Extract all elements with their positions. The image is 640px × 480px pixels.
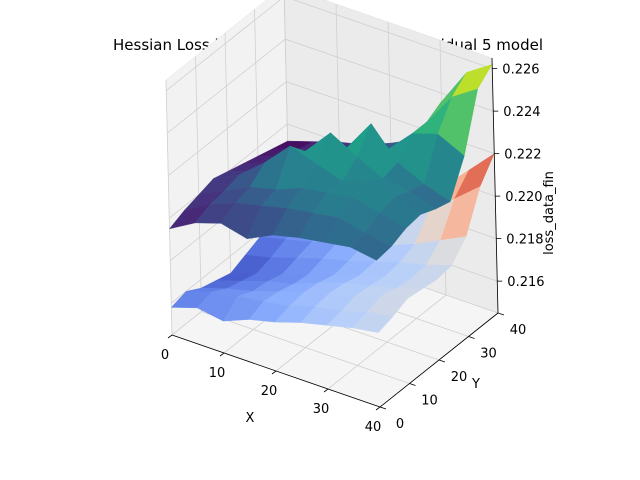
x-axis-label: X [246, 411, 255, 426]
y-tick-label: 0 [396, 417, 404, 432]
x-tick-label: 20 [261, 384, 278, 399]
x-tick-label: 30 [313, 402, 330, 417]
y-tick-mark [468, 336, 475, 339]
grid-line-y [195, 56, 410, 384]
z-axis-label: loss_data_fin [542, 171, 557, 255]
x-tick-mark [219, 352, 225, 357]
x-tick-mark [271, 370, 277, 375]
surface-lower-facet [352, 311, 394, 333]
z-axis-line [491, 57, 499, 314]
z-tick-label: 0.220 [505, 190, 542, 205]
y-tick-mark [409, 383, 416, 386]
axes-ticks: 0 10 20 30 40 0 10 20 30 40 0.216 0.218 0.220 0.222 0.… [161, 63, 545, 435]
z-tick-label: 0.224 [503, 105, 540, 120]
y-tick-label: 30 [480, 347, 497, 362]
z-tick-label: 0.216 [507, 275, 544, 290]
y-tick-label: 10 [421, 394, 438, 409]
grid-line-z [166, 0, 493, 91]
y-tick-label: 40 [510, 323, 527, 338]
x-tick-mark [167, 334, 173, 339]
z-tick-label: 0.218 [506, 233, 543, 248]
x-tick-mark [323, 388, 329, 393]
x-tick-mark [375, 406, 381, 411]
z-tick-label: 0.222 [504, 148, 541, 163]
x-tick-label: 10 [209, 366, 226, 381]
surface-main-facet [350, 232, 392, 261]
grid-line-z [167, 38, 494, 134]
y-axis-label: Y [471, 377, 480, 392]
x-tick-label: 0 [161, 348, 169, 363]
x-tick-label: 40 [365, 420, 382, 435]
y-tick-mark [379, 406, 387, 410]
y-tick-mark [438, 359, 446, 363]
surface-main [168, 64, 493, 261]
z-tick-label: 0.226 [502, 63, 539, 78]
y-tick-mark [497, 312, 505, 316]
y-tick-label: 20 [451, 370, 468, 385]
